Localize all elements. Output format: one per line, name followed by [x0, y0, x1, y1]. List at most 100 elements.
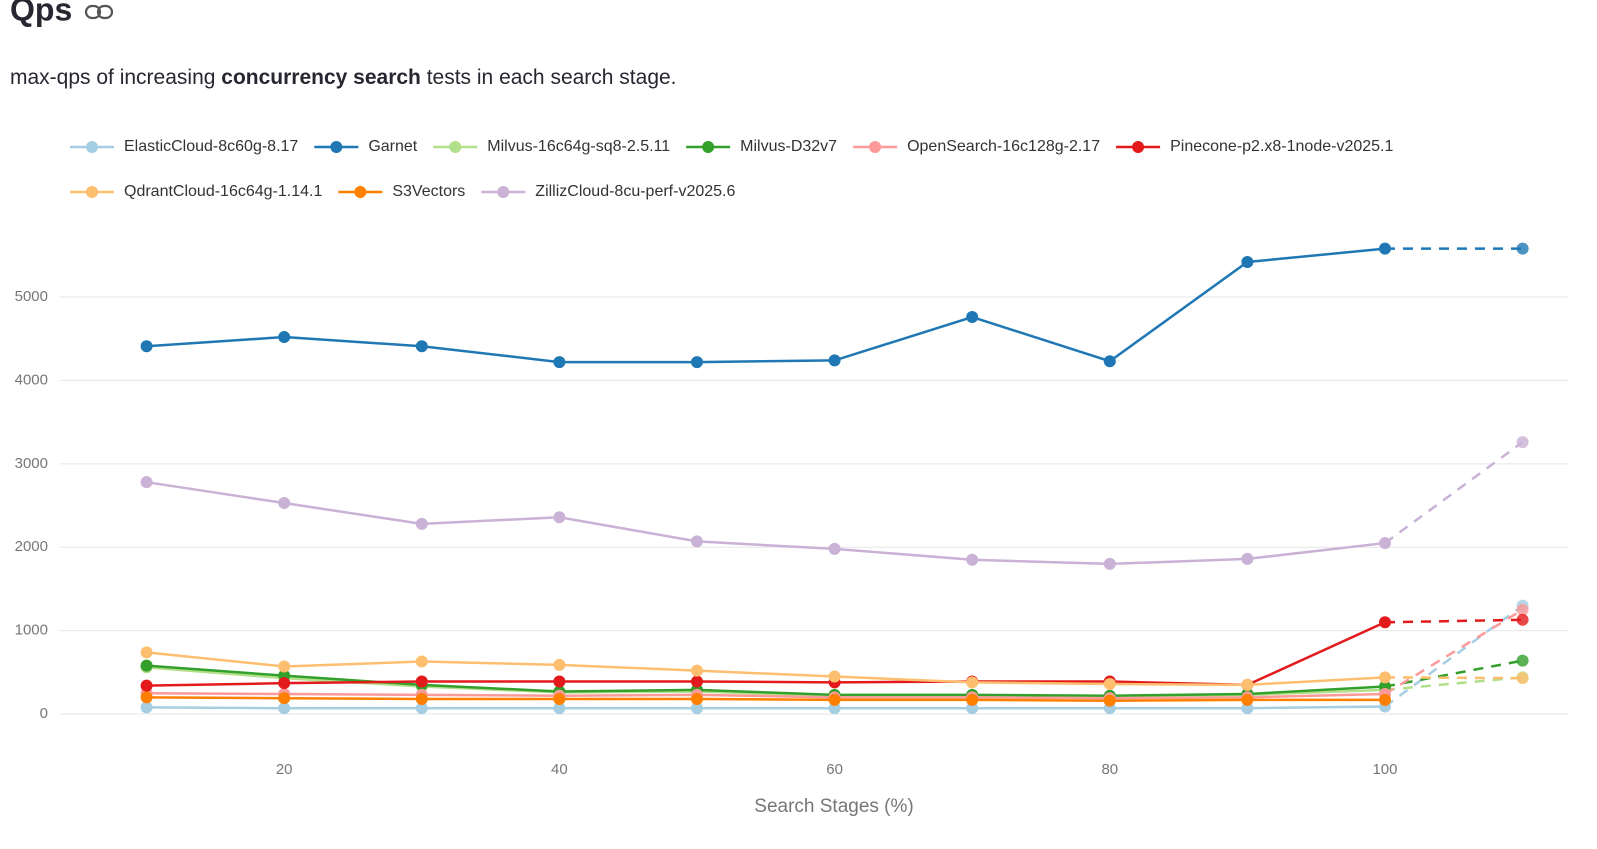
data-point [278, 677, 291, 690]
legend-label: Garnet [368, 138, 417, 155]
data-point [1241, 693, 1254, 706]
legend-item[interactable]: Garnet [314, 138, 418, 155]
legend-item[interactable]: S3Vectors [338, 183, 465, 200]
data-point [690, 356, 703, 369]
data-point [1241, 255, 1254, 268]
data-point [966, 693, 979, 706]
data-point [966, 311, 979, 324]
data-point [966, 553, 979, 566]
data-point [690, 675, 703, 688]
data-point [1516, 436, 1529, 449]
legend-item[interactable]: OpenSearch-16c128g-2.17 [853, 138, 1100, 155]
legend-label: ElasticCloud-8c60g-8.17 [124, 138, 298, 155]
data-point [828, 354, 841, 367]
data-point [140, 659, 153, 672]
data-point [1103, 557, 1116, 570]
legend-label: Pinecone-p2.x8-1node-v2025.1 [1170, 138, 1393, 155]
data-point [415, 517, 428, 530]
y-tick-label: 1000 [15, 622, 48, 639]
data-point [1516, 242, 1529, 255]
series-line-projection [1384, 676, 1523, 692]
subtitle-part: concurrency search [221, 66, 421, 89]
series-line [146, 696, 1385, 702]
legend-marker [702, 141, 715, 153]
data-point [553, 675, 566, 688]
legend-marker [354, 186, 367, 198]
data-point [553, 511, 566, 524]
data-point [1241, 678, 1254, 691]
legend-item[interactable]: Milvus-16c64g-sq8-2.5.11 [433, 138, 670, 155]
series-line [146, 651, 1386, 687]
legend-marker [1132, 141, 1145, 153]
data-point [415, 693, 428, 706]
data-point [415, 340, 428, 353]
data-point [1241, 552, 1254, 565]
data-point [1241, 702, 1254, 715]
data-point [415, 655, 428, 668]
data-point [553, 693, 566, 706]
legend-label: S3Vectors [392, 183, 465, 200]
data-point [1516, 672, 1529, 685]
y-tick-label: 0 [40, 705, 48, 722]
y-tick-label: 5000 [15, 288, 48, 305]
x-tick-label: 80 [1101, 761, 1118, 778]
x-tick-label: 20 [276, 761, 293, 778]
legend-item[interactable]: Pinecone-p2.x8-1node-v2025.1 [1116, 138, 1393, 155]
data-point [966, 702, 979, 715]
x-tick-label: 100 [1372, 761, 1397, 778]
series-line [146, 691, 1386, 700]
series-line-projection [1384, 659, 1523, 688]
data-point [828, 670, 841, 683]
data-point [140, 691, 153, 704]
legend-item[interactable]: ZillizCloud-8cu-perf-v2025.6 [481, 183, 735, 200]
data-point [966, 676, 979, 689]
data-point [828, 693, 841, 706]
chart-title: Qps [10, 0, 72, 27]
data-point [690, 702, 703, 715]
data-point [553, 658, 566, 671]
data-point [1516, 603, 1529, 616]
x-tick-label: 60 [826, 761, 843, 778]
legend-marker [86, 186, 98, 198]
series-line-projection [1384, 676, 1523, 680]
legend-marker [330, 141, 343, 153]
data-point [278, 692, 291, 705]
y-tick-label: 2000 [15, 538, 48, 555]
series-line [146, 664, 1386, 697]
legend-label: QdrantCloud-16c64g-1.14.1 [124, 183, 322, 200]
legend-item[interactable]: Milvus-D32v7 [686, 138, 837, 155]
data-point [690, 535, 703, 548]
legend-item[interactable]: ElasticCloud-8c60g-8.17 [70, 138, 298, 155]
x-tick-label: 40 [551, 761, 568, 778]
y-tick-label: 4000 [15, 371, 48, 388]
legend-label: OpenSearch-16c128g-2.17 [907, 138, 1100, 155]
data-point [415, 675, 428, 688]
data-point [140, 701, 153, 714]
y-tick-label: 3000 [15, 455, 48, 472]
legend-label: ZillizCloud-8cu-perf-v2025.6 [535, 183, 735, 200]
data-point [1378, 671, 1391, 684]
legend-marker [869, 141, 882, 153]
legend-item[interactable]: QdrantCloud-16c64g-1.14.1 [70, 183, 322, 200]
series-line [146, 621, 1386, 687]
data-point [278, 331, 291, 344]
data-point [278, 497, 291, 510]
data-point [1378, 693, 1391, 706]
x-axis-label: Search Stages (%) [754, 796, 913, 817]
series-line [146, 480, 1386, 566]
data-point [828, 702, 841, 715]
legend-marker [86, 141, 98, 153]
data-point [140, 340, 153, 353]
series-line [146, 705, 1386, 710]
link-icon[interactable] [84, 4, 114, 20]
legend-marker [497, 186, 510, 198]
data-point [1103, 355, 1116, 368]
data-point [140, 646, 153, 659]
data-point [1378, 242, 1391, 255]
data-point [553, 702, 566, 715]
data-point [1103, 694, 1116, 707]
series-line-projection [1384, 608, 1524, 696]
legend-label: Milvus-16c64g-sq8-2.5.11 [487, 138, 670, 155]
